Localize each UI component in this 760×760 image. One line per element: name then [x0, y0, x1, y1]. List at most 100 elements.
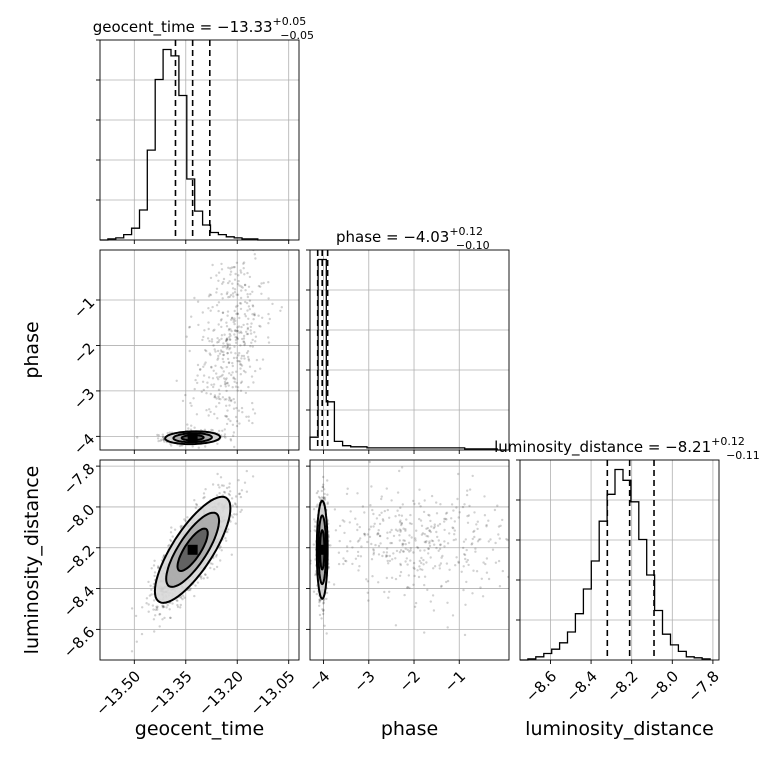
sample-point — [365, 578, 368, 581]
sample-point — [463, 503, 466, 506]
sample-point — [356, 550, 360, 554]
sample-point — [233, 278, 237, 281]
sample-point — [246, 293, 249, 296]
sample-point — [371, 508, 374, 512]
sample-point — [244, 300, 247, 304]
sample-point — [418, 488, 421, 491]
sample-point — [225, 377, 228, 380]
sample-point — [232, 320, 235, 324]
sample-point — [208, 408, 211, 411]
sample-point — [406, 585, 409, 589]
sample-point — [463, 553, 467, 557]
sample-point — [400, 466, 404, 469]
sample-point — [419, 549, 422, 552]
sample-point — [372, 525, 375, 528]
sample-point — [161, 604, 165, 608]
sample-point — [215, 397, 218, 400]
sample-point — [161, 436, 165, 439]
sample-point — [445, 518, 448, 521]
sample-point — [205, 349, 208, 353]
sample-point — [248, 365, 252, 368]
sample-point — [383, 590, 386, 594]
sample-point — [193, 387, 196, 391]
sample-point — [173, 528, 177, 531]
sample-point — [247, 247, 249, 249]
sample-point — [243, 357, 246, 360]
sample-point — [170, 526, 173, 529]
sample-point — [475, 570, 479, 573]
sample-point — [242, 334, 246, 338]
sample-point — [222, 277, 226, 281]
sample-point — [410, 536, 413, 539]
sample-point — [234, 352, 237, 355]
sample-point — [243, 342, 247, 345]
sample-point — [204, 348, 207, 352]
sample-point — [448, 568, 451, 571]
sample-point — [212, 344, 215, 347]
sample-point — [170, 450, 172, 452]
sample-point — [357, 554, 360, 558]
sample-point — [444, 512, 448, 515]
sample-point — [237, 409, 241, 412]
sample-point — [224, 340, 228, 343]
sample-point — [253, 253, 256, 256]
sample-point — [457, 561, 460, 564]
sample-point — [156, 433, 159, 437]
sample-point — [242, 337, 246, 340]
sample-point — [157, 439, 160, 443]
sample-point — [251, 401, 254, 405]
sample-point — [225, 347, 229, 350]
sample-point — [510, 551, 512, 553]
sample-point — [421, 568, 424, 571]
sample-point — [232, 295, 235, 298]
sample-point — [267, 281, 270, 284]
sample-point — [234, 305, 238, 308]
sample-point — [398, 514, 401, 517]
sample-point — [150, 567, 153, 570]
sample-point — [239, 367, 242, 370]
sample-point — [439, 543, 442, 547]
sample-point — [217, 340, 220, 344]
sample-point — [475, 523, 478, 526]
sample-point — [445, 511, 449, 514]
sample-point — [150, 593, 153, 596]
sample-point — [418, 517, 421, 521]
sample-point — [253, 314, 256, 317]
sample-point — [130, 607, 134, 610]
sample-point — [225, 325, 229, 328]
y-tick-label: −8.6 — [60, 623, 98, 661]
sample-point — [315, 505, 318, 508]
sample-point — [168, 608, 171, 611]
sample-point — [215, 553, 218, 557]
sample-point — [398, 551, 402, 554]
sample-point — [176, 605, 180, 609]
sample-point — [357, 569, 360, 572]
sample-point — [435, 512, 439, 515]
x-tick-label: −4 — [305, 667, 333, 695]
sample-point — [267, 297, 270, 300]
sample-point — [162, 438, 165, 442]
sample-point — [169, 616, 172, 619]
sample-point — [223, 428, 226, 431]
sample-point — [249, 292, 252, 296]
sample-point — [245, 330, 248, 333]
sample-point — [366, 533, 369, 536]
sample-point — [209, 353, 212, 357]
sample-point — [388, 590, 391, 593]
sample-point — [377, 544, 381, 548]
sample-point — [394, 515, 397, 518]
sample-point — [191, 445, 194, 448]
sample-point — [412, 566, 415, 569]
sample-point — [423, 549, 426, 552]
sample-point — [158, 625, 161, 628]
title-upper-error: +0.12 — [711, 435, 745, 448]
sample-point — [235, 505, 239, 508]
sample-point — [245, 456, 247, 458]
sample-point — [412, 561, 416, 565]
y-axis-label-luminosity_distance: luminosity_distance — [21, 466, 43, 655]
sample-point — [240, 489, 244, 492]
sample-point — [204, 361, 207, 364]
sample-point — [218, 547, 221, 550]
sample-point — [157, 566, 160, 569]
sample-point — [358, 565, 361, 568]
